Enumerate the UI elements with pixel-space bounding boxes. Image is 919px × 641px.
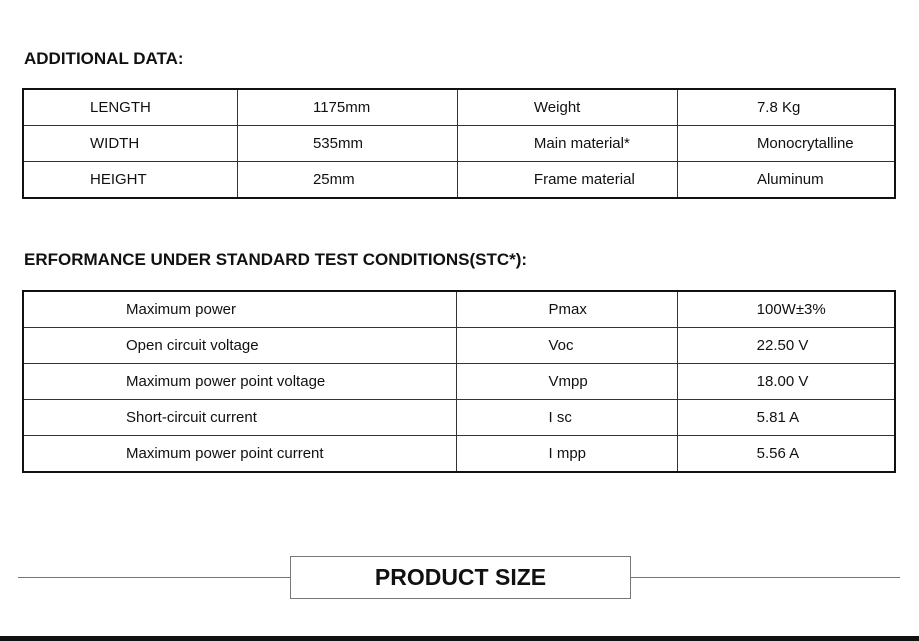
table-cell: Monocrytalline bbox=[676, 125, 896, 162]
product-size-label: PRODUCT SIZE bbox=[374, 564, 547, 590]
bottom-bar bbox=[0, 636, 919, 641]
additional-data-heading: ADDITIONAL DATA: bbox=[24, 49, 184, 68]
table-cell: WIDTH bbox=[22, 125, 238, 162]
table-cell: Vmpp bbox=[456, 363, 678, 400]
table-cell: 22.50 V bbox=[676, 327, 896, 364]
product-size-title: PRODUCT SIZE bbox=[290, 556, 631, 599]
table-cell: 1175mm bbox=[236, 88, 458, 126]
performance-table: Maximum power Pmax 100W±3% Open circuit vol… bbox=[22, 290, 896, 473]
table-cell: LENGTH bbox=[22, 88, 238, 126]
table-cell: Maximum power point current bbox=[22, 435, 458, 473]
table-row: LENGTH 1175mm Weight 7.8 Kg bbox=[22, 88, 896, 126]
table-row: Maximum power point voltage Vmpp 18.00 V bbox=[22, 363, 896, 400]
table-cell: Frame material bbox=[456, 161, 678, 199]
table-cell: Pmax bbox=[456, 290, 678, 328]
table-cell: I sc bbox=[456, 399, 678, 436]
table-row: HEIGHT 25mm Frame material Aluminum bbox=[22, 161, 896, 199]
table-cell: 100W±3% bbox=[676, 290, 896, 328]
table-cell: I mpp bbox=[456, 435, 678, 473]
table-row: Open circuit voltage Voc 22.50 V bbox=[22, 327, 896, 364]
table-row: Maximum power point current I mpp 5.56 A bbox=[22, 435, 896, 473]
divider-right bbox=[631, 577, 900, 578]
table-cell: 25mm bbox=[236, 161, 458, 199]
table-cell: Aluminum bbox=[676, 161, 896, 199]
table-cell: Maximum power bbox=[22, 290, 458, 328]
table-cell: 5.56 A bbox=[676, 435, 896, 473]
table-cell: Maximum power point voltage bbox=[22, 363, 458, 400]
table-cell: Short-circuit current bbox=[22, 399, 458, 436]
table-row: WIDTH 535mm Main material* Monocrytalline bbox=[22, 125, 896, 162]
table-row: Short-circuit current I sc 5.81 A bbox=[22, 399, 896, 436]
table-cell: 535mm bbox=[236, 125, 458, 162]
additional-data-table: LENGTH 1175mm Weight 7.8 Kg WIDTH 535mm Main m… bbox=[22, 88, 896, 199]
table-cell: Weight bbox=[456, 88, 678, 126]
performance-heading: ERFORMANCE UNDER STANDARD TEST CONDITION… bbox=[24, 250, 528, 269]
table-cell: Open circuit voltage bbox=[22, 327, 458, 364]
divider-left bbox=[18, 577, 290, 578]
table-row: Maximum power Pmax 100W±3% bbox=[22, 290, 896, 328]
table-cell: 7.8 Kg bbox=[676, 88, 896, 126]
table-cell: Main material* bbox=[456, 125, 678, 162]
table-cell: Voc bbox=[456, 327, 678, 364]
table-cell: 18.00 V bbox=[676, 363, 896, 400]
table-cell: 5.81 A bbox=[676, 399, 896, 436]
table-cell: HEIGHT bbox=[22, 161, 238, 199]
